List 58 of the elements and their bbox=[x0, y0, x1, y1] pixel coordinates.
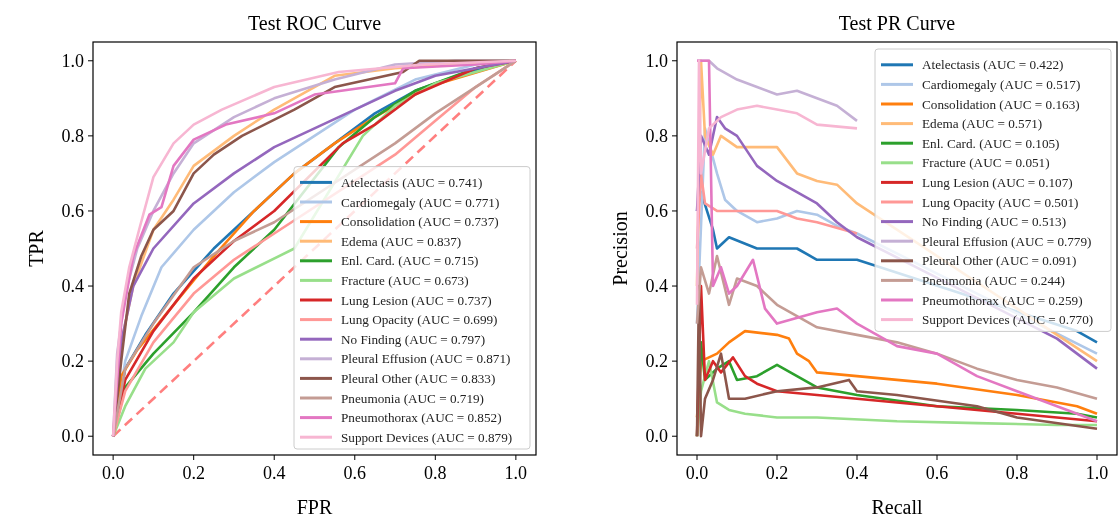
y-tick-label: 0.4 bbox=[645, 276, 668, 297]
y-tick-label: 0.4 bbox=[61, 276, 84, 297]
legend-label: Pleural Effusion (AUC = 0.779) bbox=[922, 233, 1092, 249]
legend-label: Enl. Card. (AUC = 0.715) bbox=[341, 253, 479, 269]
legend-label: Lung Lesion (AUC = 0.107) bbox=[922, 174, 1073, 190]
legend-label: Pneumothorax (AUC = 0.259) bbox=[922, 292, 1083, 308]
x-axis-title: Recall bbox=[871, 496, 923, 518]
legend-label: Pneumothorax (AUC = 0.852) bbox=[341, 410, 502, 426]
legend-label: Edema (AUC = 0.837) bbox=[341, 233, 462, 249]
legend-label: Lung Lesion (AUC = 0.737) bbox=[341, 292, 492, 308]
y-tick-label: 0.8 bbox=[61, 125, 84, 146]
x-tick-label: 0.6 bbox=[925, 463, 949, 483]
y-tick-label: 0.8 bbox=[645, 125, 668, 146]
legend-label: Support Devices (AUC = 0.770) bbox=[922, 312, 1094, 328]
y-tick-label: 0.2 bbox=[645, 351, 668, 372]
y-tick-label: 1.0 bbox=[61, 50, 84, 71]
legend-label: Pneumonia (AUC = 0.244) bbox=[922, 272, 1065, 288]
legend-label: No Finding (AUC = 0.797) bbox=[341, 331, 486, 347]
legend-label: Fracture (AUC = 0.051) bbox=[922, 155, 1050, 171]
x-tick-label: 0.2 bbox=[182, 463, 205, 483]
x-tick-label: 0.0 bbox=[101, 463, 125, 483]
y-axis-title: Precision bbox=[609, 211, 631, 286]
chart-title: Test ROC Curve bbox=[247, 12, 382, 34]
legend-label: Edema (AUC = 0.571) bbox=[922, 116, 1043, 132]
y-tick-label: 1.0 bbox=[645, 50, 668, 71]
x-tick-label: 0.8 bbox=[424, 463, 447, 483]
x-tick-label: 0.4 bbox=[262, 463, 286, 483]
legend-label: Consolidation (AUC = 0.737) bbox=[341, 214, 499, 230]
y-tick-label: 0.2 bbox=[61, 351, 84, 372]
legend-label: Cardiomegaly (AUC = 0.517) bbox=[922, 76, 1081, 92]
x-tick-label: 0.8 bbox=[1005, 463, 1029, 483]
legend-label: Pleural Other (AUC = 0.833) bbox=[341, 370, 496, 386]
y-tick-label: 0.6 bbox=[61, 200, 84, 221]
legend-label: Enl. Card. (AUC = 0.105) bbox=[922, 135, 1060, 151]
y-tick-label: 0.6 bbox=[645, 200, 668, 221]
legend-label: Atelectasis (AUC = 0.741) bbox=[341, 174, 483, 190]
legend-label: Lung Opacity (AUC = 0.699) bbox=[341, 312, 498, 328]
x-tick-label: 1.0 bbox=[504, 463, 528, 483]
legend-label: Atelectasis (AUC = 0.422) bbox=[922, 57, 1064, 73]
x-axis-title: FPR bbox=[296, 496, 333, 518]
chart-title: Test PR Curve bbox=[838, 12, 956, 34]
legend-label: Fracture (AUC = 0.673) bbox=[341, 272, 469, 288]
y-axis-title: TPR bbox=[25, 229, 47, 267]
legend-label: Cardiomegaly (AUC = 0.771) bbox=[341, 194, 500, 210]
legend-label: Support Devices (AUC = 0.879) bbox=[341, 429, 513, 445]
x-tick-label: 0.4 bbox=[845, 463, 869, 483]
x-tick-label: 0.6 bbox=[343, 463, 367, 483]
legend-label: No Finding (AUC = 0.513) bbox=[922, 214, 1067, 230]
legend-label: Consolidation (AUC = 0.163) bbox=[922, 96, 1080, 112]
y-tick-label: 0.0 bbox=[645, 426, 668, 447]
legend-label: Pleural Effusion (AUC = 0.871) bbox=[341, 351, 511, 367]
x-tick-label: 0.0 bbox=[685, 463, 709, 483]
legend-label: Pneumonia (AUC = 0.719) bbox=[341, 390, 484, 406]
y-tick-label: 0.0 bbox=[61, 426, 84, 447]
x-tick-label: 1.0 bbox=[1085, 463, 1109, 483]
legend-label: Pleural Other (AUC = 0.091) bbox=[922, 253, 1077, 269]
legend-label: Lung Opacity (AUC = 0.501) bbox=[922, 194, 1079, 210]
x-tick-label: 0.2 bbox=[765, 463, 789, 483]
